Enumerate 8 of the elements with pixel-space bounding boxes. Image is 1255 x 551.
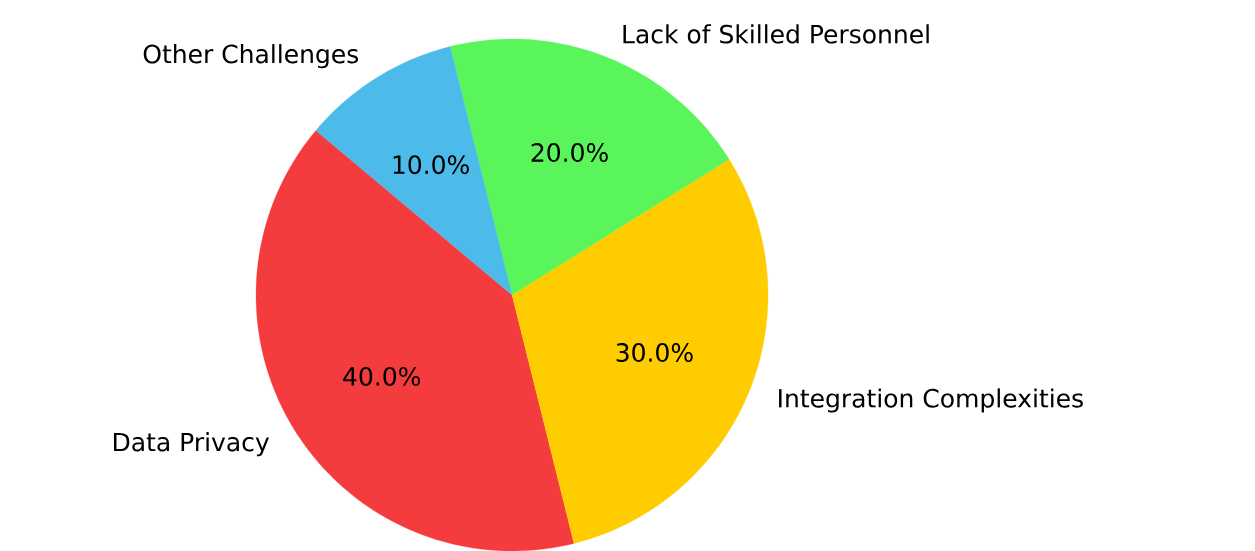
slice-label: Other Challenges [143,44,359,69]
slice-label: Integration Complexities [779,388,1083,413]
slice-label: Lack of Skilled Personnel [623,24,929,44]
data-label: 30.0% [616,343,693,362]
slice-label: Data Privacy [113,432,269,457]
data-label: 10.0% [393,155,469,175]
data-label: 20.0% [531,143,608,162]
data-label: 40.0% [343,366,421,386]
